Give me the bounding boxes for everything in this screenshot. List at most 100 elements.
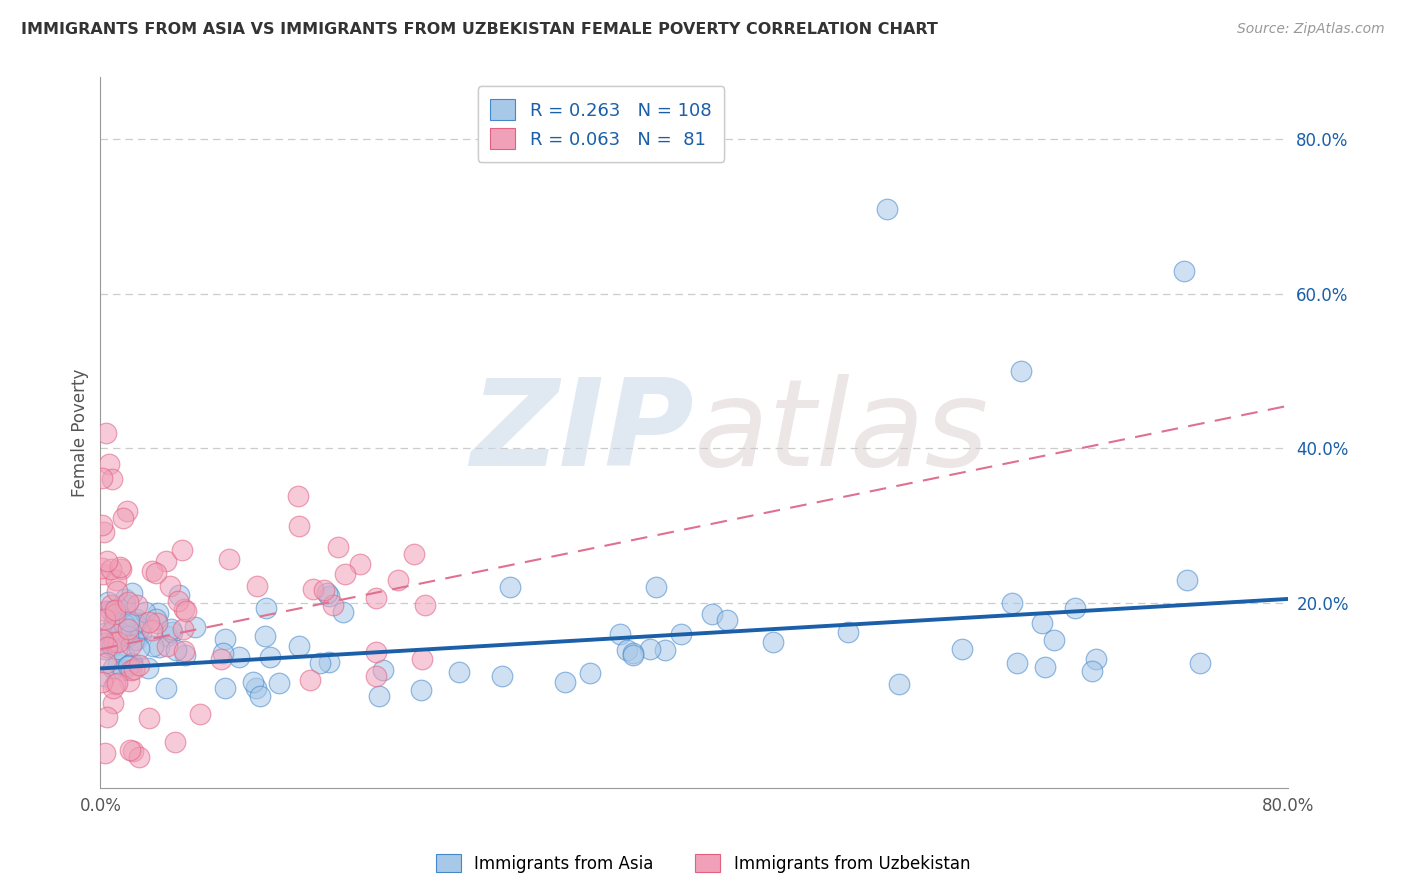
Point xyxy=(105,602,128,616)
Point xyxy=(267,676,290,690)
Point xyxy=(332,605,354,619)
Point xyxy=(163,735,186,749)
Point xyxy=(174,604,197,618)
Y-axis label: Female Poverty: Female Poverty xyxy=(72,368,89,497)
Point xyxy=(621,648,644,663)
Point xyxy=(364,591,387,605)
Point xyxy=(96,425,118,440)
Point xyxy=(214,632,236,646)
Point xyxy=(122,616,145,631)
Point xyxy=(167,593,190,607)
Point xyxy=(120,663,142,677)
Point xyxy=(335,566,357,581)
Point xyxy=(117,629,139,643)
Point xyxy=(318,655,340,669)
Point xyxy=(145,566,167,580)
Point xyxy=(1031,615,1053,630)
Point xyxy=(122,662,145,676)
Point xyxy=(103,681,125,695)
Point xyxy=(214,681,236,695)
Point xyxy=(100,625,122,640)
Point xyxy=(288,519,311,533)
Point xyxy=(117,658,139,673)
Point xyxy=(1188,656,1211,670)
Point xyxy=(114,597,136,611)
Point xyxy=(105,642,128,657)
Point xyxy=(165,643,187,657)
Point xyxy=(1173,263,1195,277)
Point xyxy=(128,658,150,673)
Point xyxy=(188,707,211,722)
Point xyxy=(1042,633,1064,648)
Point xyxy=(579,665,602,680)
Point xyxy=(97,595,120,609)
Point xyxy=(94,747,117,761)
Point xyxy=(554,674,576,689)
Point xyxy=(645,580,668,594)
Point xyxy=(127,598,149,612)
Point xyxy=(212,646,235,660)
Point xyxy=(1175,573,1198,587)
Point xyxy=(499,580,522,594)
Point xyxy=(616,642,638,657)
Point xyxy=(1085,652,1108,666)
Point xyxy=(366,669,388,683)
Point xyxy=(128,750,150,764)
Point xyxy=(184,620,207,634)
Point xyxy=(302,582,325,597)
Point xyxy=(96,710,118,724)
Point xyxy=(156,629,179,643)
Point xyxy=(1005,656,1028,670)
Point xyxy=(128,623,150,637)
Point xyxy=(371,663,394,677)
Point xyxy=(118,657,141,672)
Point xyxy=(253,629,276,643)
Point xyxy=(118,615,141,629)
Point xyxy=(387,573,409,587)
Point xyxy=(91,633,114,648)
Point xyxy=(107,657,129,671)
Point xyxy=(90,561,112,575)
Point xyxy=(104,603,127,617)
Point xyxy=(105,676,128,690)
Point xyxy=(159,622,181,636)
Legend: R = 0.263   N = 108, R = 0.063   N =  81: R = 0.263 N = 108, R = 0.063 N = 81 xyxy=(478,87,724,161)
Point xyxy=(170,543,193,558)
Point xyxy=(609,627,631,641)
Point xyxy=(716,613,738,627)
Point xyxy=(242,675,264,690)
Point xyxy=(245,681,267,695)
Point xyxy=(118,742,141,756)
Point xyxy=(94,612,117,626)
Point xyxy=(621,646,644,660)
Point xyxy=(91,517,114,532)
Point xyxy=(887,677,910,691)
Point xyxy=(837,624,859,639)
Point xyxy=(117,595,139,609)
Point xyxy=(162,624,184,639)
Point xyxy=(314,582,336,597)
Point xyxy=(287,489,309,503)
Point xyxy=(115,504,138,518)
Point xyxy=(950,642,973,657)
Point xyxy=(114,591,136,606)
Point xyxy=(118,673,141,688)
Point xyxy=(100,599,122,613)
Point xyxy=(103,615,125,629)
Point xyxy=(93,525,115,540)
Point xyxy=(121,657,143,671)
Point xyxy=(209,651,232,665)
Point xyxy=(141,564,163,578)
Point xyxy=(112,648,135,662)
Point xyxy=(108,560,131,574)
Point xyxy=(117,623,139,637)
Text: IMMIGRANTS FROM ASIA VS IMMIGRANTS FROM UZBEKISTAN FEMALE POVERTY CORRELATION CH: IMMIGRANTS FROM ASIA VS IMMIGRANTS FROM … xyxy=(21,22,938,37)
Point xyxy=(94,636,117,650)
Point xyxy=(218,552,240,566)
Point xyxy=(326,540,349,554)
Point xyxy=(254,601,277,615)
Point xyxy=(402,547,425,561)
Point xyxy=(107,634,129,648)
Point xyxy=(104,677,127,691)
Point xyxy=(491,669,513,683)
